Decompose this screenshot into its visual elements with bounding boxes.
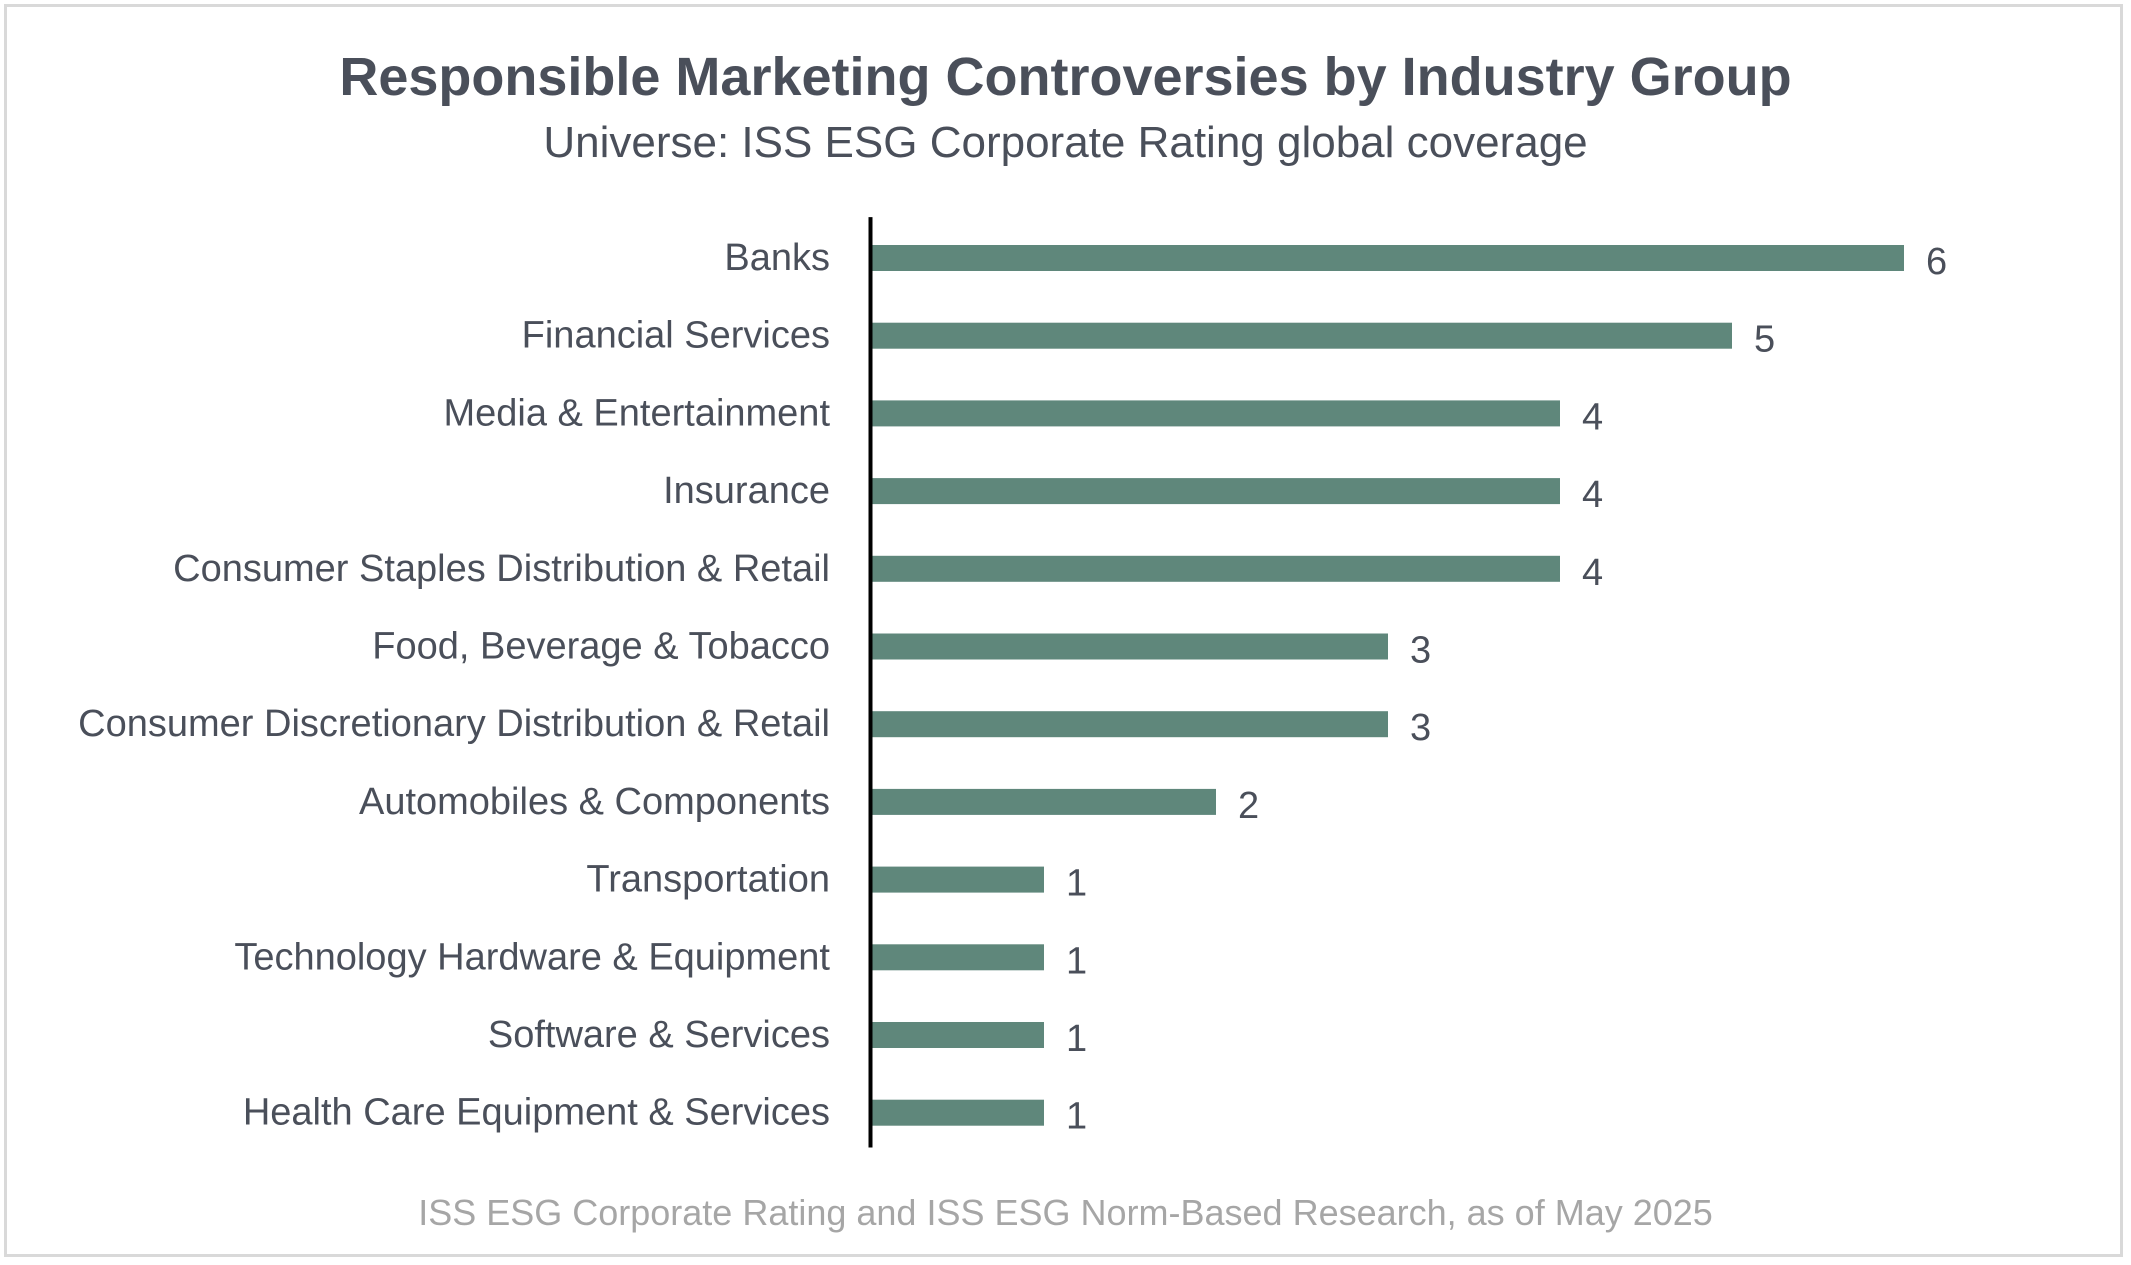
bar [872, 1099, 1044, 1126]
data-label: 3 [1410, 707, 1431, 749]
bar [872, 245, 1904, 271]
category-label: Insurance [663, 470, 830, 512]
bar [872, 633, 1388, 660]
chart-title: Responsible Marketing Controversies by I… [339, 47, 1792, 107]
chart-frame [4, 4, 2123, 1257]
category-label: Media & Entertainment [443, 392, 830, 434]
value-labels-layer: 6 5 4 4 4 3 3 2 1 1 1 1 [1066, 241, 1947, 1138]
data-label: 5 [1754, 319, 1775, 361]
bar [872, 866, 1044, 893]
data-label: 4 [1582, 474, 1603, 516]
bar [872, 944, 1044, 971]
category-label: Technology Hardware & Equipment [234, 936, 830, 978]
category-label: Consumer Staples Distribution & Retail [173, 548, 830, 590]
bar [872, 711, 1388, 738]
data-label: 1 [1066, 863, 1087, 905]
chart-subtitle: Universe: ISS ESG Corporate Rating globa… [543, 118, 1588, 167]
bar [872, 555, 1560, 582]
bar [872, 1022, 1044, 1048]
data-label: 4 [1582, 552, 1603, 594]
category-label: Banks [724, 237, 830, 279]
category-label: Consumer Discretionary Distribution & Re… [78, 703, 830, 745]
category-label: Software & Services [488, 1014, 830, 1056]
bars-layer [872, 245, 1904, 1126]
category-label: Transportation [586, 859, 830, 901]
data-label: 2 [1238, 785, 1259, 827]
bar [872, 788, 1216, 815]
category-labels-layer: Banks Financial Services Media & Entertain… [78, 237, 830, 1134]
bar [872, 478, 1560, 505]
data-label: 1 [1066, 940, 1087, 982]
category-label: Food, Beverage & Tobacco [372, 626, 830, 668]
data-label: 6 [1926, 241, 1947, 283]
bar [872, 400, 1560, 427]
source-note: ISS ESG Corporate Rating and ISS ESG Nor… [418, 1192, 1713, 1233]
category-label: Health Care Equipment & Services [243, 1092, 830, 1134]
data-label: 4 [1582, 396, 1603, 438]
data-label: 1 [1066, 1018, 1087, 1060]
data-label: 3 [1410, 630, 1431, 672]
bar [872, 322, 1732, 349]
data-label: 1 [1066, 1096, 1087, 1138]
category-label: Financial Services [522, 315, 830, 357]
category-label: Automobiles & Components [359, 781, 830, 823]
